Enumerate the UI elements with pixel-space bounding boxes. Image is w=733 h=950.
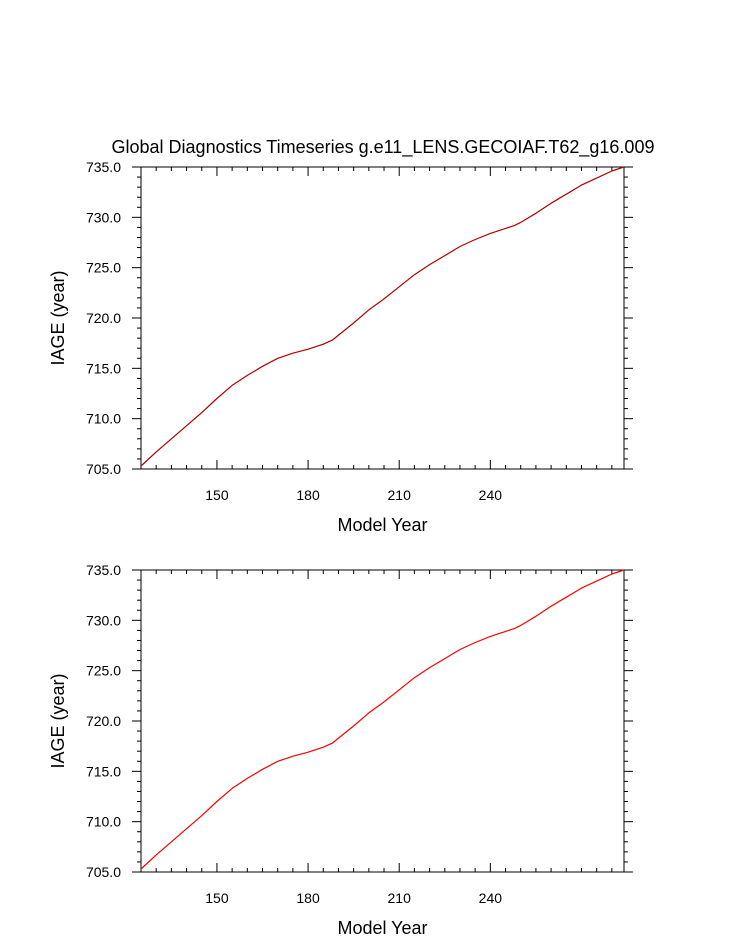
x-tick-label: 240: [479, 890, 503, 906]
plot-frame: [140, 569, 625, 873]
y-tick-label: 735.0: [86, 159, 121, 175]
y-tick-label: 730.0: [86, 612, 121, 628]
x-tick-label: 150: [205, 487, 229, 503]
plot-frame: [140, 166, 625, 470]
y-axis-label: IAGE (year): [48, 270, 68, 365]
x-axis-label: Model Year: [337, 515, 427, 535]
y-tick-label: 735.0: [86, 562, 121, 578]
y-tick-label: 715.0: [86, 763, 121, 779]
y-tick-label: 710.0: [86, 814, 121, 830]
y-tick-label: 710.0: [86, 411, 121, 427]
y-tick-label: 725.0: [86, 260, 121, 276]
y-tick-label: 720.0: [86, 310, 121, 326]
y-tick-label: 715.0: [86, 360, 121, 376]
chart-panel-1: 150 180 210 240 705.0 710.0 715.0 720.0 725.0 730…: [48, 159, 633, 535]
y-tick-label: 730.0: [86, 209, 121, 225]
y-axis-label: IAGE (year): [48, 673, 68, 768]
x-tick-label: 210: [388, 487, 412, 503]
series-line-1: [140, 569, 625, 870]
figure-title: Global Diagnostics Timeseries g.e11_LENS…: [112, 137, 655, 158]
x-tick-label: 210: [388, 890, 412, 906]
x-tick-label: 150: [205, 890, 229, 906]
y-tick-label: 725.0: [86, 663, 121, 679]
chart-panel-2: 150 180 210 240 705.0 710.0 715.0 720.0 725.0 730…: [48, 562, 633, 938]
y-tick-label: 705.0: [86, 461, 121, 477]
x-axis-label: Model Year: [337, 918, 427, 938]
y-tick-label: 720.0: [86, 713, 121, 729]
y-tick-label: 705.0: [86, 864, 121, 880]
x-tick-label: 180: [296, 890, 320, 906]
x-tick-label: 240: [479, 487, 503, 503]
x-tick-label: 180: [296, 487, 320, 503]
series-line-1: [140, 166, 625, 467]
